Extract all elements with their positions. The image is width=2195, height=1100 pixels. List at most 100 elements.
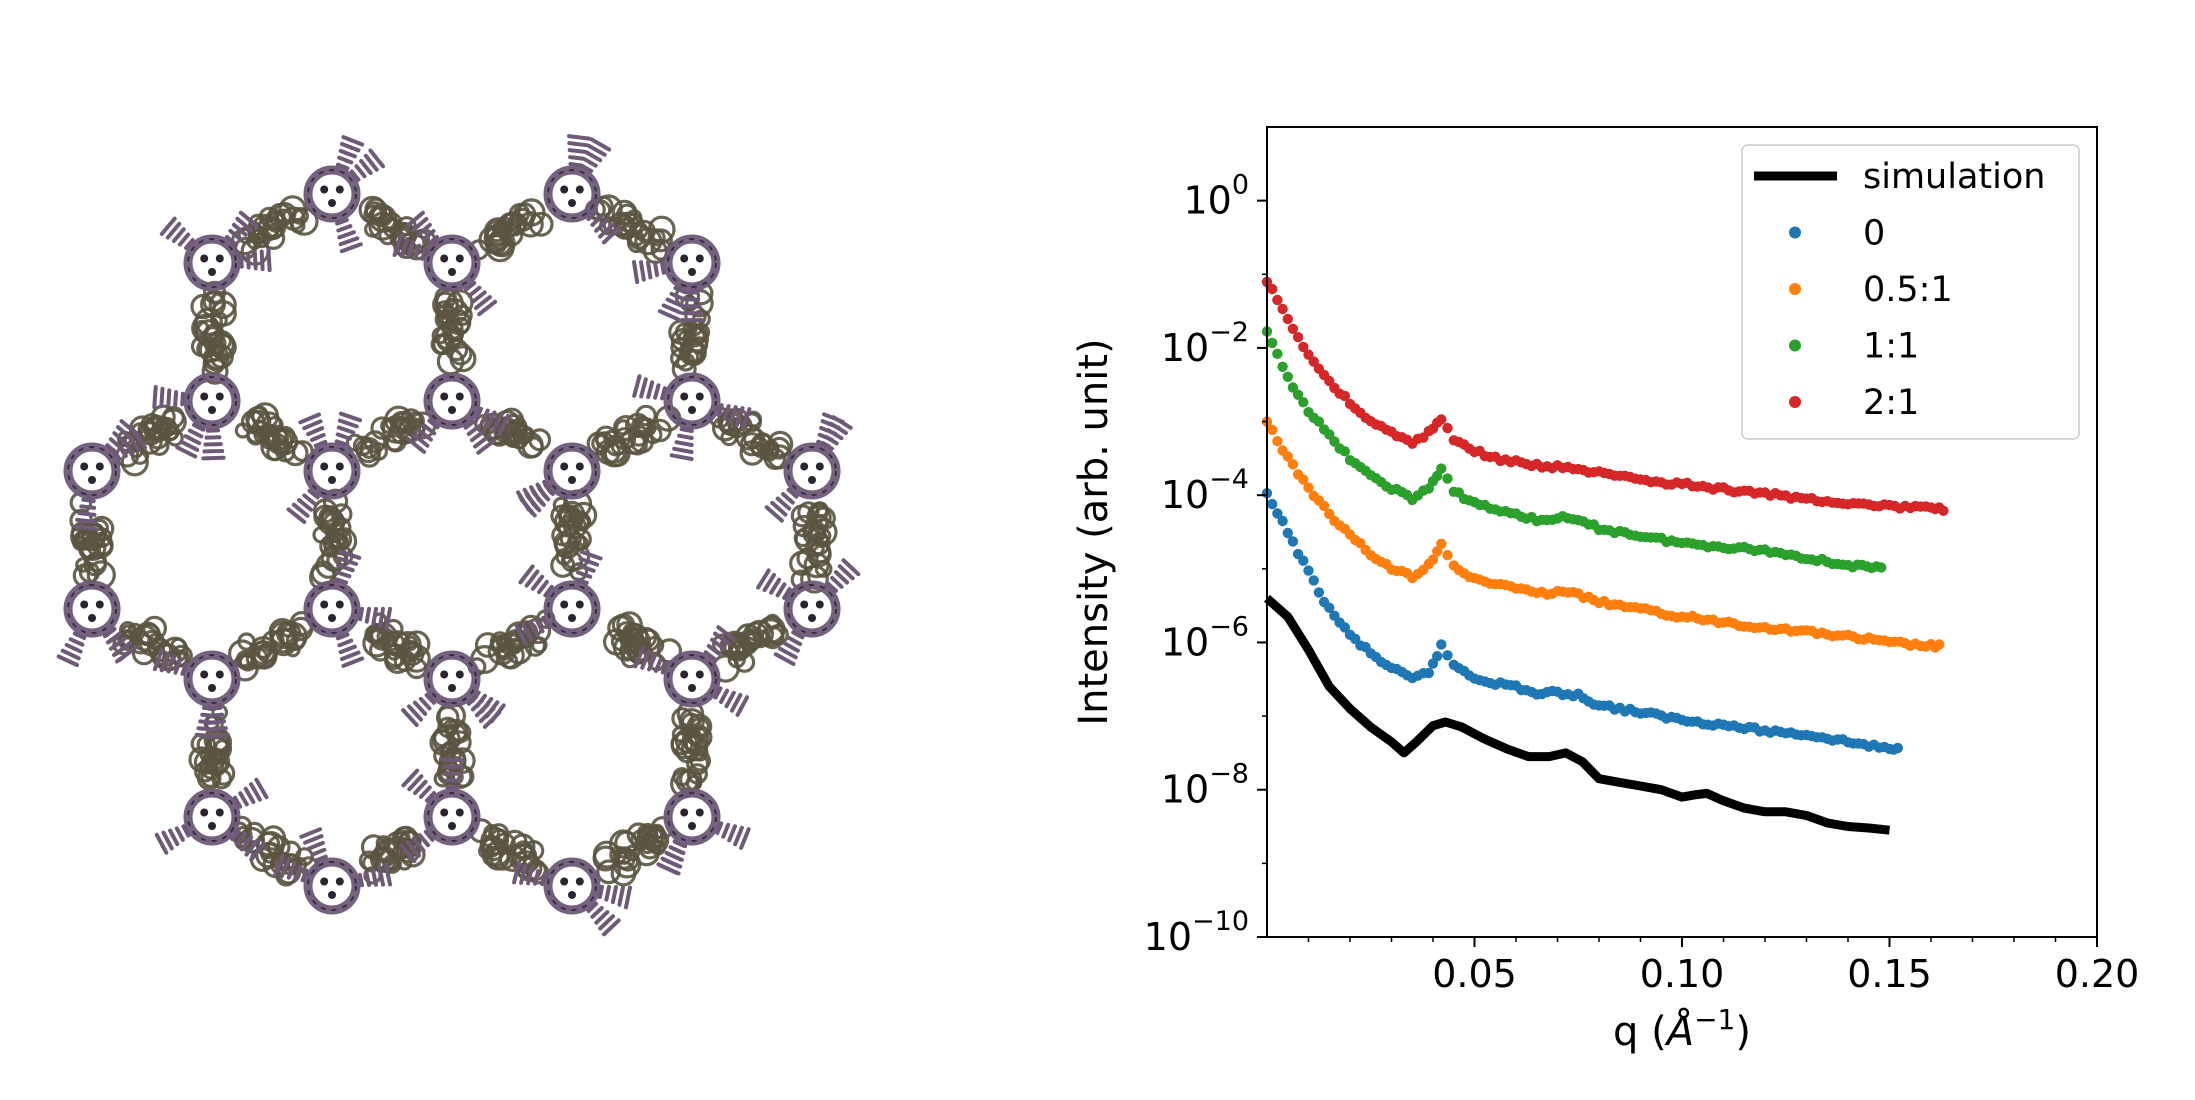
- series-2-1: [1261, 276, 1949, 516]
- data-point: [1303, 565, 1314, 576]
- data-point: [1272, 294, 1283, 306]
- series-line: [1264, 594, 1890, 835]
- trimer-node: [756, 558, 861, 666]
- trimer-node: [516, 442, 601, 518]
- data-point: [1308, 575, 1319, 586]
- x-axis-ticks: 0.05 0.10 0.15 0.20: [1307, 937, 2140, 996]
- y-tick-label: 10−6: [1161, 611, 1249, 664]
- legend-label: 1:1: [1863, 327, 1919, 367]
- data-point: [1267, 498, 1278, 510]
- x-tick-label: 0.15: [1847, 952, 1932, 996]
- y-tick-label: 10−10: [1144, 906, 1249, 959]
- linker-domain: [669, 699, 713, 799]
- data-point: [1892, 742, 1904, 754]
- y-axis-ticks: 100 10−2 10−4 10−6 10−8 10−10: [1144, 170, 1267, 959]
- data-point: [1339, 446, 1351, 457]
- data-point: [1287, 459, 1299, 470]
- data-point: [1423, 667, 1435, 679]
- data-point: [1267, 424, 1278, 436]
- series-simulation: [1264, 594, 1890, 835]
- linker-domain: [550, 489, 598, 582]
- linker-domain: [190, 280, 237, 385]
- legend-label: 0: [1863, 214, 1885, 254]
- trimer-node: [159, 210, 272, 292]
- data-point: [1267, 337, 1278, 349]
- trimer-node: [632, 234, 721, 323]
- linker-domain: [362, 612, 431, 680]
- trimer-node: [56, 580, 138, 667]
- trimer-node: [656, 788, 751, 876]
- data-point: [1436, 414, 1447, 425]
- data-point: [1442, 422, 1453, 434]
- data-point: [1324, 602, 1335, 613]
- data-point: [1436, 463, 1447, 474]
- data-point: [1313, 416, 1325, 427]
- y-tick-label: 10−4: [1161, 464, 1249, 517]
- data-point: [1432, 651, 1443, 662]
- trimer-node: [632, 372, 752, 461]
- data-point: [1298, 474, 1309, 485]
- legend: simulation 0 0.5:1 1:1 2:1: [1741, 144, 2080, 440]
- linker-domain: [230, 195, 319, 266]
- protein-lattice-illustration: [56, 134, 861, 937]
- linker-domain: [188, 704, 236, 791]
- trimer-node: [514, 549, 603, 646]
- trimer-node: [512, 857, 632, 937]
- linker-domain: [309, 488, 358, 592]
- data-point: [1287, 536, 1299, 547]
- data-point: [1272, 508, 1283, 519]
- legend-marker-swatch: [1789, 339, 1801, 352]
- linker-domain: [115, 404, 187, 477]
- linker-domain: [711, 613, 789, 683]
- legend-label: 0.5:1: [1863, 270, 1953, 310]
- data-point: [1303, 482, 1314, 493]
- linker-domain: [430, 286, 477, 376]
- legend-item: 0.5:1: [1789, 270, 1953, 310]
- y-tick-label: 10−8: [1161, 759, 1249, 812]
- trimer-node: [392, 210, 498, 317]
- legend-label: simulation: [1863, 157, 2045, 197]
- data-point: [1442, 650, 1453, 661]
- data-point: [1442, 550, 1453, 561]
- linker-domain: [586, 404, 682, 468]
- x-tick-label: 0.05: [1432, 952, 1517, 996]
- linker-domain: [789, 501, 838, 594]
- trimer-node: [63, 419, 147, 531]
- data-point: [1287, 323, 1299, 334]
- x-tick-label: 0.10: [1640, 952, 1725, 996]
- data-point: [1292, 332, 1304, 343]
- y-axis-label: Intensity (arb. unit): [1071, 338, 1117, 725]
- data-point: [1298, 397, 1309, 408]
- linker-domain: [468, 198, 554, 263]
- trimer-node: [401, 650, 506, 729]
- legend-marker-swatch: [1789, 283, 1801, 295]
- legend-box: [1741, 144, 2080, 440]
- data-point: [1339, 390, 1351, 402]
- data-point: [1436, 538, 1447, 549]
- data-point: [1436, 639, 1447, 650]
- linker-domain: [592, 816, 675, 887]
- trimer-node: [303, 549, 392, 668]
- data-point: [1313, 587, 1325, 598]
- legend-marker-swatch: [1789, 396, 1801, 408]
- x-tick-label: 0.20: [2055, 952, 2140, 996]
- data-point: [1442, 473, 1453, 484]
- data-point: [1318, 500, 1330, 512]
- trimer-node: [406, 372, 510, 455]
- data-point: [1934, 639, 1945, 650]
- data-point: [1282, 313, 1294, 325]
- data-point: [1339, 622, 1351, 633]
- legend-item: 2:1: [1789, 383, 1919, 423]
- linker-domain: [468, 818, 550, 885]
- linker-domain: [467, 609, 556, 677]
- legend-item: 1:1: [1789, 327, 1919, 367]
- data-point: [1277, 303, 1288, 315]
- data-point: [1282, 371, 1294, 382]
- data-point: [1298, 341, 1309, 353]
- data-point: [1282, 451, 1294, 462]
- data-point: [1272, 348, 1283, 359]
- data-point: [1277, 515, 1288, 527]
- trimer-node: [303, 135, 385, 254]
- series-0-5-1: [1261, 416, 1945, 653]
